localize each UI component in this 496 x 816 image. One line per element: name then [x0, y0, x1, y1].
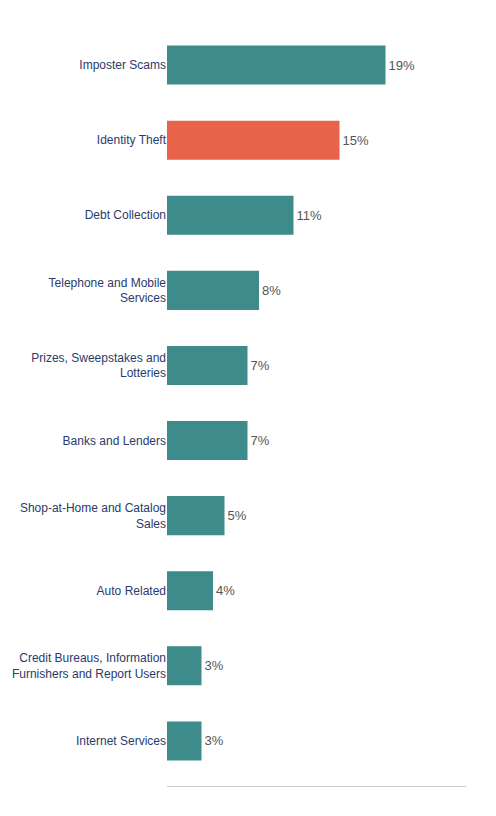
svg-text:Shop-at-Home and CatalogSales: Shop-at-Home and CatalogSales: [20, 501, 166, 531]
svg-text:19%: 19%: [389, 58, 415, 73]
svg-text:Prizes, Sweepstakes andLotteri: Prizes, Sweepstakes andLotteries: [31, 351, 166, 381]
svg-text:7%: 7%: [251, 358, 270, 373]
svg-text:8%: 8%: [262, 283, 281, 298]
svg-text:3%: 3%: [205, 733, 224, 748]
svg-text:Telephone and MobileServices: Telephone and MobileServices: [49, 276, 167, 306]
svg-text:Banks and Lenders: Banks and Lenders: [63, 434, 166, 448]
svg-text:Credit Bureaus, InformationFur: Credit Bureaus, InformationFurnishers an…: [12, 651, 166, 681]
svg-text:Identity Theft: Identity Theft: [97, 133, 167, 147]
svg-text:7%: 7%: [251, 433, 270, 448]
svg-text:Debt Collection: Debt Collection: [85, 208, 166, 222]
svg-text:Imposter Scams: Imposter Scams: [79, 58, 166, 72]
svg-text:Internet Services: Internet Services: [76, 734, 166, 748]
svg-text:3%: 3%: [205, 658, 224, 673]
svg-text:Auto Related: Auto Related: [97, 584, 166, 598]
svg-text:4%: 4%: [216, 583, 235, 598]
svg-text:15%: 15%: [343, 133, 369, 148]
svg-text:11%: 11%: [297, 208, 322, 223]
svg-text:5%: 5%: [228, 508, 247, 523]
